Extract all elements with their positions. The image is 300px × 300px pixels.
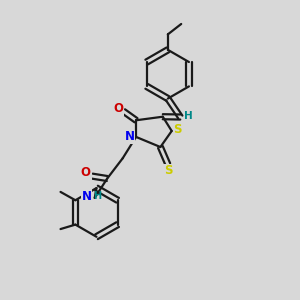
Text: H: H (184, 111, 193, 122)
Text: S: S (173, 123, 182, 136)
Text: N: N (81, 190, 92, 203)
Text: O: O (113, 102, 123, 115)
Text: N: N (124, 130, 134, 143)
Text: O: O (81, 166, 91, 179)
Text: S: S (164, 164, 173, 177)
Text: H: H (94, 191, 102, 201)
